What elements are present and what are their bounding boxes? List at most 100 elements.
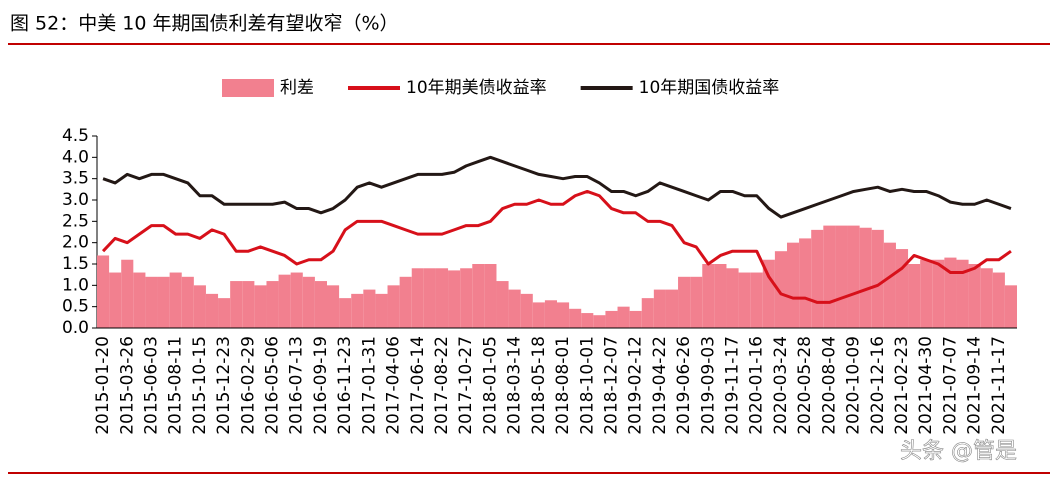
x-tick-label: 2018-12-07: [601, 336, 621, 435]
bar: [980, 268, 993, 328]
x-tick-label: 2015-12-23: [214, 336, 234, 435]
bar: [653, 289, 666, 328]
bar: [532, 302, 545, 328]
bar: [665, 289, 679, 328]
bar: [327, 285, 340, 328]
bar: [738, 272, 751, 328]
bar: [121, 259, 134, 328]
x-tick-label: 2017-04-06: [384, 336, 404, 435]
legend-label: 10年期美债收益率: [406, 78, 547, 98]
bar: [714, 264, 727, 328]
bar: [992, 272, 1005, 328]
bar: [351, 293, 364, 328]
x-tick-label: 2020-05-28: [795, 336, 815, 435]
bar: [484, 264, 497, 328]
x-tick-label: 2020-12-16: [868, 336, 888, 435]
bar: [363, 289, 376, 328]
bar: [871, 229, 884, 328]
bar: [557, 302, 570, 328]
x-tick-label: 2016-05-06: [263, 336, 283, 435]
x-tick-label: 2018-05-18: [529, 336, 549, 435]
legend-label: 利差: [280, 78, 314, 98]
bar: [774, 251, 787, 328]
bar: [593, 315, 606, 328]
bar: [835, 225, 848, 328]
x-tick-label: 2021-09-14: [965, 336, 985, 435]
bar: [932, 259, 945, 328]
bar: [230, 281, 243, 328]
x-tick-label: 2019-09-03: [698, 336, 718, 435]
bar: [472, 264, 485, 328]
x-tick-label: 2018-01-05: [480, 336, 500, 435]
y-tick-label: 1.5: [62, 254, 89, 274]
x-tick-label: 2017-10-27: [456, 336, 476, 435]
x-tick-label: 2020-01-16: [747, 336, 767, 435]
bar: [641, 298, 654, 328]
x-tick-label: 2015-06-03: [141, 336, 161, 435]
bar: [508, 289, 521, 328]
x-tick-label: 2021-11-17: [989, 336, 1009, 435]
x-tick-label: 2017-06-14: [408, 336, 428, 435]
x-tick-label: 2016-11-23: [335, 336, 355, 435]
bar: [968, 264, 981, 328]
bar: [944, 257, 957, 328]
x-tick-label: 2018-08-01: [553, 336, 573, 435]
bar: [811, 229, 824, 328]
bar: [460, 268, 473, 328]
bar: [181, 276, 194, 328]
bar: [787, 242, 800, 328]
bar: [1004, 285, 1017, 328]
x-tick-label: 2017-08-22: [432, 336, 452, 435]
bar: [544, 300, 557, 328]
bar: [908, 264, 921, 328]
bar: [569, 308, 582, 328]
y-tick-label: 4.0: [62, 147, 89, 167]
bar: [956, 259, 969, 328]
bar: [145, 276, 158, 328]
bar: [218, 298, 231, 328]
bar: [883, 242, 896, 328]
bar: [799, 238, 812, 328]
bar: [411, 268, 424, 328]
bar: [157, 276, 170, 328]
line: [102, 155, 1012, 219]
bar: [678, 276, 691, 328]
legend-label: 10年期国债收益率: [639, 78, 780, 98]
bar: [762, 259, 775, 328]
legend-swatch: [222, 79, 274, 97]
x-tick-label: 2021-04-30: [916, 336, 936, 435]
y-tick-label: 0.5: [62, 297, 89, 317]
bar: [278, 274, 291, 328]
bar: [423, 268, 436, 328]
bar: [605, 310, 618, 328]
chart-title: 图 52：中美 10 年期国债利差有望收窄（%）: [10, 13, 399, 35]
y-tick-label: 4.5: [62, 126, 89, 146]
x-tick-label: 2018-10-01: [577, 336, 597, 435]
bar: [133, 272, 146, 328]
x-tick-label: 2020-03-24: [771, 336, 791, 435]
bar: [448, 270, 461, 328]
bar: [314, 281, 327, 328]
bar: [520, 293, 533, 328]
bar: [496, 281, 509, 328]
bar: [97, 255, 110, 328]
bar: [702, 264, 715, 328]
bar: [920, 259, 933, 328]
bar: [847, 225, 860, 328]
bar: [193, 285, 206, 328]
x-tick-label: 2016-09-19: [311, 336, 331, 435]
x-tick-label: 2015-08-11: [166, 336, 186, 435]
bar: [690, 276, 703, 328]
x-tick-label: 2015-01-20: [93, 336, 113, 435]
y-tick-label: 1.0: [62, 275, 89, 295]
line: [101, 189, 1012, 304]
y-tick-label: 0.0: [62, 318, 89, 338]
bar: [266, 281, 279, 328]
x-tick-label: 2016-07-13: [287, 336, 307, 435]
bar: [375, 293, 388, 328]
x-tick-label: 2019-02-12: [626, 336, 646, 435]
bar: [581, 313, 594, 328]
bar: [629, 310, 642, 328]
